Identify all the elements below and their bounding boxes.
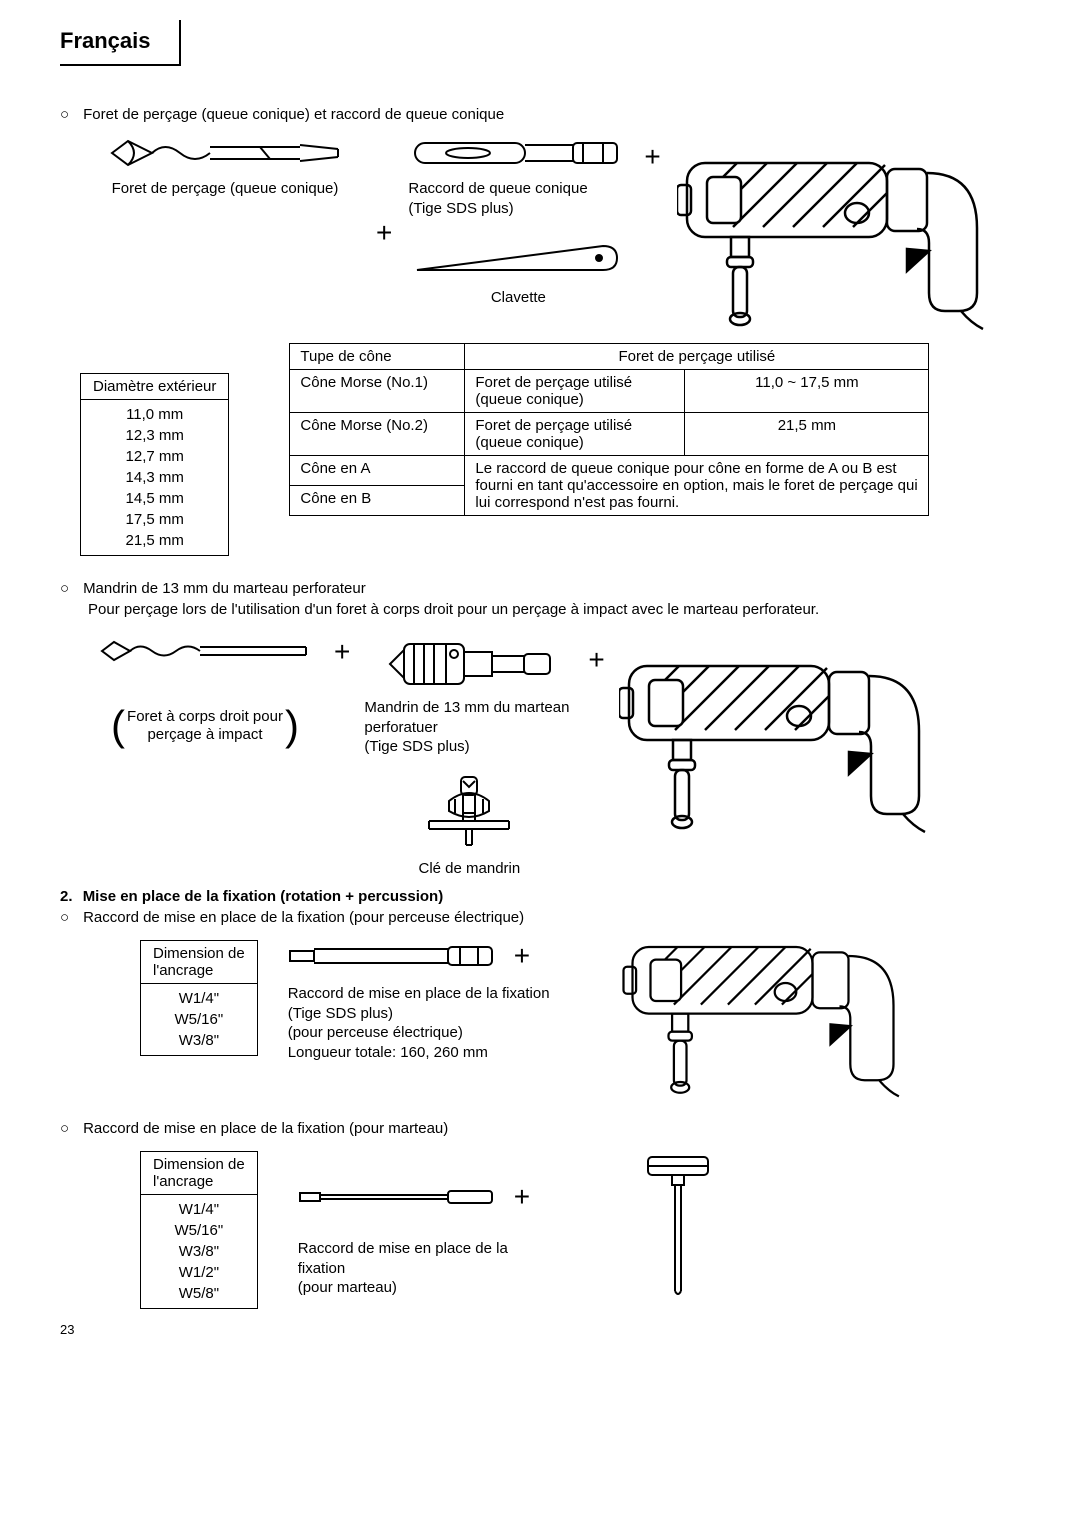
cone-h1: Tupe de cône — [290, 344, 465, 370]
clavette-icon — [413, 238, 623, 282]
adapter-label-2: (Tige SDS plus) — [408, 199, 587, 219]
anchor-adapter-a-icon — [288, 941, 498, 971]
chuck-icon — [384, 636, 554, 692]
bullet-icon — [60, 909, 75, 926]
bullet-icon — [60, 580, 75, 597]
rotary-hammer-icon — [677, 133, 987, 333]
section3-num: 2. — [60, 888, 73, 905]
section3a-title: Raccord de mise en place de la fixation … — [83, 909, 524, 926]
taper-drill-icon — [110, 133, 340, 173]
plus-icon: + — [514, 1181, 530, 1213]
section2-bullet: Mandrin de 13 mm du marteau perforateur — [60, 580, 1020, 597]
plus-icon: + — [376, 217, 392, 249]
adapter-label-1: Raccord de queue conique — [408, 179, 587, 199]
chuck-key-icon — [419, 773, 519, 853]
diameter-header: Diamètre extérieur — [81, 374, 228, 400]
diameter-rows: 11,0 mm 12,3 mm 12,7 mm 14,3 mm 14,5 mm … — [81, 400, 228, 555]
page-number: 23 — [60, 1322, 74, 1337]
plus-icon: + — [588, 644, 604, 676]
language-header: Français — [60, 20, 1020, 66]
drill-bit-label: Foret de perçage (queue conique) — [112, 179, 339, 199]
bullet-icon — [60, 106, 75, 123]
diameter-table: Diamètre extérieur 11,0 mm 12,3 mm 12,7 … — [80, 373, 229, 556]
language-label: Français — [60, 20, 181, 66]
rotary-hammer-icon — [619, 636, 929, 836]
section3b-bullet: Raccord de mise en place de la fixation … — [60, 1120, 1020, 1137]
section1-bullet: Foret de perçage (queue conique) et racc… — [60, 106, 1020, 123]
section3-heading: Mise en place de la fixation (rotation +… — [83, 888, 444, 905]
bullet-icon — [60, 1120, 75, 1137]
cone-note: Le raccord de queue conique pour cône en… — [465, 456, 929, 516]
chuck-key-label: Clé de mandrin — [419, 859, 521, 879]
anchor-table-b: Dimension de l'ancrage W1/4" W5/16" W3/8… — [140, 1151, 258, 1309]
plus-icon: + — [334, 636, 350, 668]
cone-table: Tupe de cône Foret de perçage utilisé Cô… — [289, 343, 929, 516]
section2-desc: Pour perçage lors de l'utilisation d'un … — [88, 601, 1020, 618]
straight-drill-icon — [100, 636, 310, 666]
section2-title: Mandrin de 13 mm du marteau perforateur — [83, 580, 366, 597]
anchor-adapter-b-icon — [298, 1185, 498, 1209]
plus-icon: + — [514, 940, 530, 972]
taper-adapter-icon — [413, 133, 623, 173]
manual-hammer-icon — [638, 1151, 718, 1301]
section1-title: Foret de perçage (queue conique) et racc… — [83, 106, 504, 123]
rotary-hammer-icon — [618, 920, 908, 1100]
plus-icon: + — [644, 141, 660, 173]
paren-label: ( Foret à corps droit pour perçage à imp… — [111, 708, 299, 744]
cone-h2: Foret de perçage utilisé — [465, 344, 929, 370]
clavette-label: Clavette — [491, 288, 546, 308]
anchor-table-a: Dimension de l'ancrage W1/4" W5/16" W3/8… — [140, 940, 258, 1056]
section3b-title: Raccord de mise en place de la fixation … — [83, 1120, 448, 1137]
